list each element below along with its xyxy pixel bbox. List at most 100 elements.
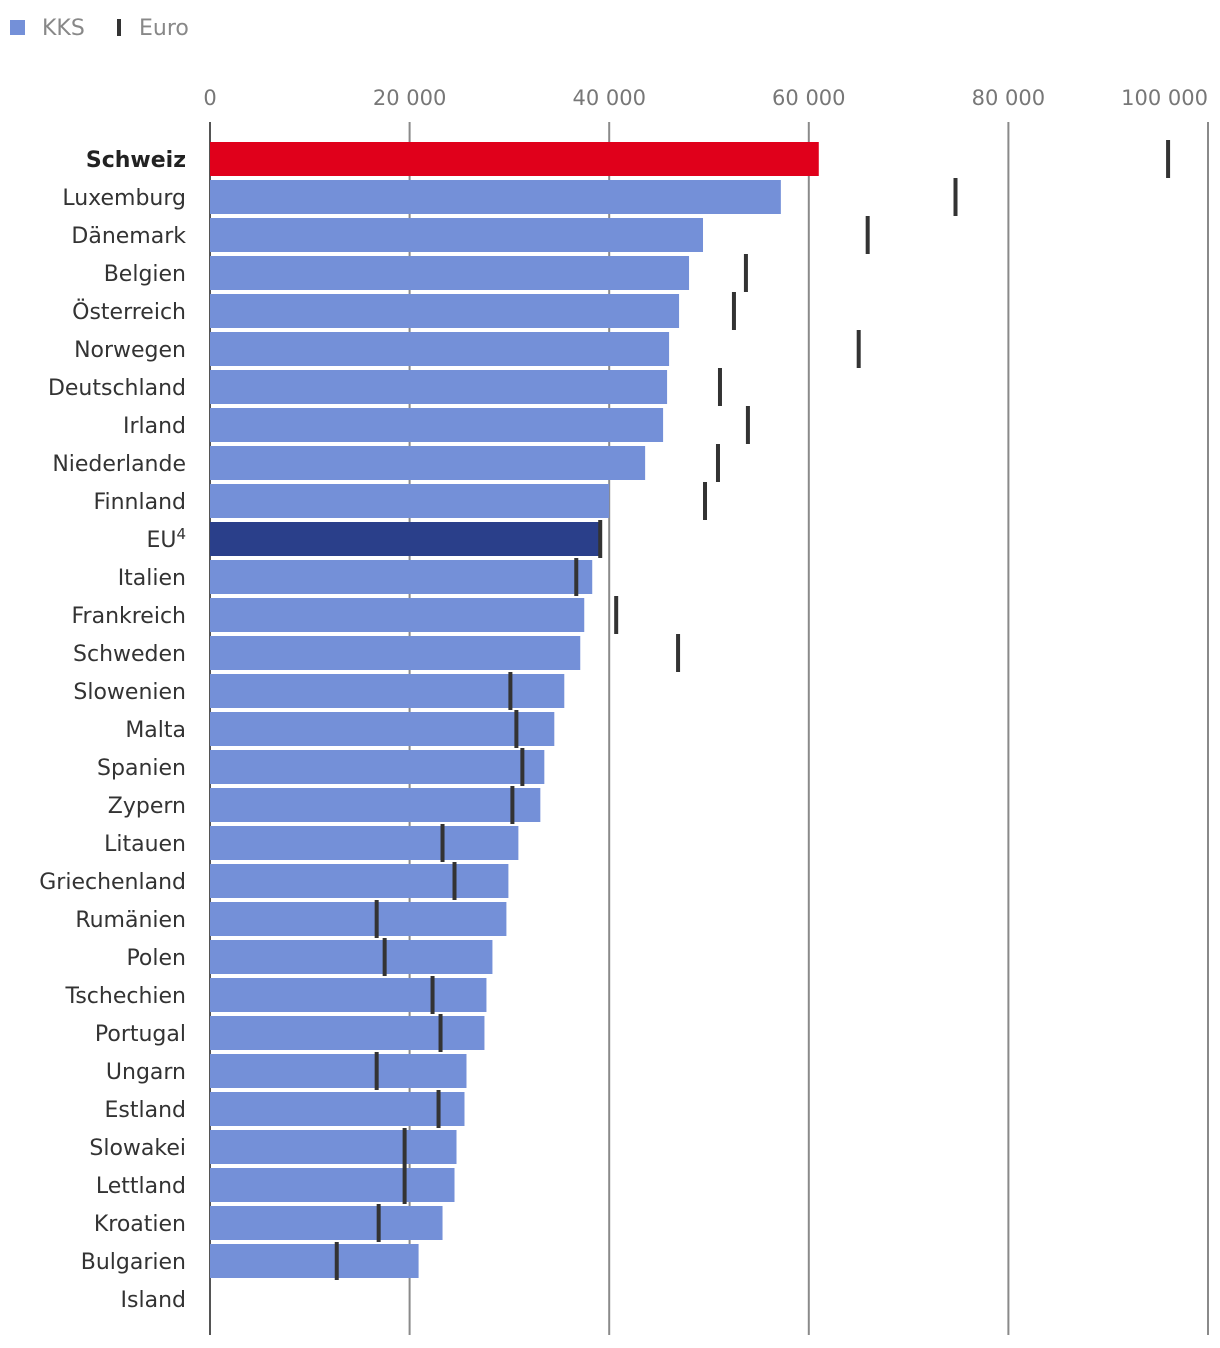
bar-kks — [210, 712, 555, 746]
euro-marker — [865, 216, 870, 254]
bar-kks — [210, 1206, 443, 1240]
euro-marker — [430, 976, 435, 1014]
euro-marker — [743, 254, 748, 292]
category-label: Slowenien — [73, 680, 186, 705]
bars — [210, 142, 819, 1278]
euro-marker — [676, 634, 681, 672]
category-label: Tschechien — [65, 984, 186, 1009]
x-axis-ticks: 0 20 000 40 000 60 000 80 000 100 000 — [203, 86, 1208, 110]
euro-marker — [953, 178, 958, 216]
bar-kks — [210, 1016, 485, 1050]
category-label: Niederlande — [52, 452, 186, 477]
category-label: Polen — [126, 946, 186, 971]
bar-kks — [210, 978, 487, 1012]
euro-marker — [452, 862, 457, 900]
legend-label-euro: Euro — [139, 16, 189, 41]
euro-marker — [402, 1166, 407, 1204]
category-label: Schweden — [73, 642, 186, 667]
euro-marker — [438, 1014, 443, 1052]
legend-swatch-euro — [117, 19, 121, 36]
euro-marker — [374, 900, 379, 938]
category-label: Frankreich — [71, 604, 186, 629]
bar-kks — [210, 522, 601, 556]
euro-marker — [598, 520, 603, 558]
bar-kks — [210, 294, 680, 328]
bar-kks — [210, 826, 519, 860]
euro-marker — [520, 748, 525, 786]
bar-kks — [210, 256, 690, 290]
x-tick-label: 60 000 — [772, 86, 845, 110]
category-label: Luxemburg — [62, 186, 186, 211]
bar-kks — [210, 370, 668, 404]
euro-marker — [745, 406, 750, 444]
euro-marker — [574, 558, 579, 596]
category-label: Belgien — [104, 262, 186, 287]
euro-marker — [514, 710, 519, 748]
euro-marker — [402, 1128, 407, 1166]
category-labels: Schweiz Luxemburg Dänemark Belgien Österreic… — [39, 148, 186, 1313]
x-tick-label: 20 000 — [373, 86, 446, 110]
legend-label-kks: KKS — [42, 16, 85, 41]
euro-marker — [1166, 140, 1171, 178]
bar-kks — [210, 636, 581, 670]
euro-marker — [436, 1090, 441, 1128]
euro-marker — [856, 330, 861, 368]
category-label: Spanien — [97, 756, 186, 781]
bar-kks — [210, 1092, 465, 1126]
bar-kks — [210, 1168, 455, 1202]
x-tick-label: 0 — [203, 86, 216, 110]
category-label: Malta — [125, 718, 186, 743]
bar-kks — [210, 598, 585, 632]
category-label: Griechenland — [39, 870, 186, 895]
bar-kks — [210, 142, 819, 176]
bar-kks — [210, 864, 509, 898]
x-tick-label: 80 000 — [972, 86, 1045, 110]
bar-kks — [210, 750, 545, 784]
bar-kks — [210, 902, 507, 936]
bar-kks — [210, 484, 610, 518]
category-label: Slowakei — [89, 1136, 186, 1161]
category-label: Kroatien — [94, 1212, 186, 1237]
category-label: Rumänien — [75, 908, 186, 933]
bar-kks — [210, 1244, 419, 1278]
category-label: Italien — [118, 566, 186, 591]
euro-marker — [703, 482, 708, 520]
category-label: Schweiz — [86, 148, 186, 173]
category-label: Ungarn — [106, 1060, 186, 1085]
category-label: Finnland — [93, 490, 186, 515]
bar-kks — [210, 332, 670, 366]
category-label: Norwegen — [74, 338, 186, 363]
category-label: EU4 — [146, 525, 186, 553]
bar-kks — [210, 560, 593, 594]
category-label: Litauen — [104, 832, 186, 857]
category-label: Bulgarien — [81, 1250, 186, 1275]
euro-marker — [382, 938, 387, 976]
bar-kks — [210, 788, 541, 822]
bar-kks — [210, 940, 493, 974]
euro-marker — [510, 786, 515, 824]
bar-kks — [210, 218, 704, 252]
euro-marker — [374, 1052, 379, 1090]
category-label: Deutschland — [48, 376, 186, 401]
category-label: Zypern — [108, 794, 186, 819]
euro-marker — [440, 824, 445, 862]
bar-kks — [210, 1130, 457, 1164]
euro-marker — [715, 444, 720, 482]
category-label: Dänemark — [71, 224, 186, 249]
category-label: Österreich — [72, 299, 186, 325]
euro-marker — [508, 672, 513, 710]
category-label: Island — [121, 1288, 186, 1313]
category-label: Estland — [105, 1098, 187, 1123]
euro-marker — [717, 368, 722, 406]
euro-marker — [731, 292, 736, 330]
legend: KKS Euro — [10, 16, 189, 41]
euro-marker — [614, 596, 619, 634]
category-label: Lettland — [96, 1174, 186, 1199]
bar-kks — [210, 1054, 467, 1088]
x-tick-label: 40 000 — [572, 86, 645, 110]
bar-kks — [210, 408, 664, 442]
legend-swatch-kks — [10, 20, 25, 35]
x-tick-label: 100 000 — [1121, 86, 1208, 110]
category-label: Irland — [123, 414, 186, 439]
